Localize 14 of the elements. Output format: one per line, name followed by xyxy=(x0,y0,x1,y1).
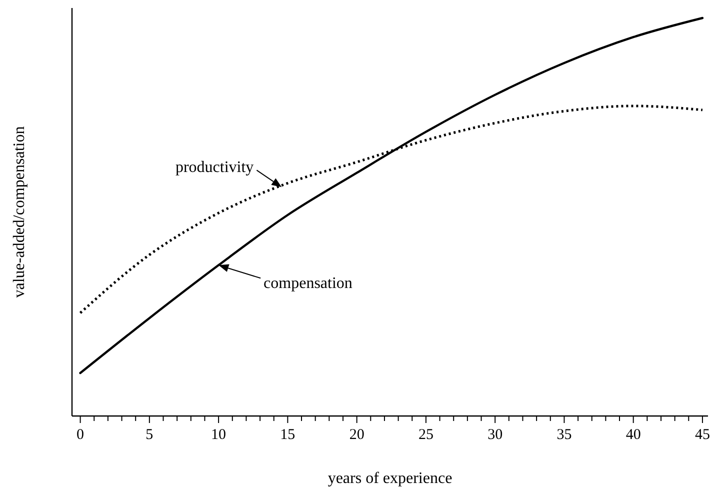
series-label: productivity xyxy=(175,159,254,176)
x-tick-label: 10 xyxy=(211,427,226,443)
legend-label: compensation xyxy=(264,275,352,292)
x-tick-label: 40 xyxy=(626,427,641,443)
x-axis-title: years of experience xyxy=(328,470,452,487)
x-tick-label: 25 xyxy=(418,427,434,443)
y-axis-title: value-added/compensation xyxy=(11,126,28,298)
x-tick-label: 0 xyxy=(76,427,84,443)
x-tick-label: 15 xyxy=(280,427,296,443)
x-tick-label: 30 xyxy=(488,427,503,443)
x-tick-label: 45 xyxy=(694,427,710,443)
x-tick-label: 35 xyxy=(556,427,572,443)
x-tick-label: 20 xyxy=(349,427,364,443)
x-tick-label: 5 xyxy=(146,427,154,443)
